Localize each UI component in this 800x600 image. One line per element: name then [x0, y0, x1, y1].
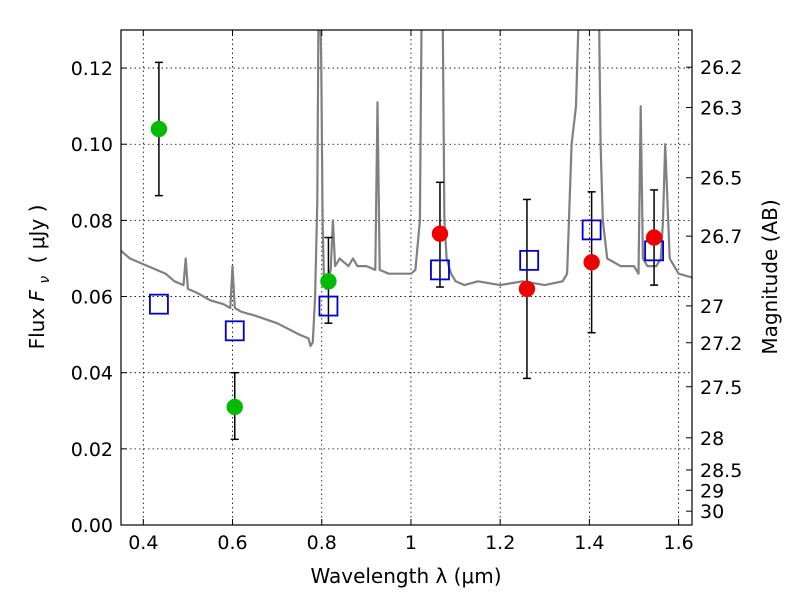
model-square-marker [519, 249, 540, 271]
y-axis-title-unit: ( μJy ) [25, 205, 49, 264]
observed-point [320, 273, 337, 290]
plot-area [121, 30, 692, 525]
y-axis-title-symbol: F [25, 289, 49, 301]
observed-point [226, 398, 244, 416]
observed-point [431, 225, 449, 242]
ticks: 0.4 0.6 0.8 1 1.2 1.4 1.6 0.00 0.02 0.04 0.06 0.08 0… [71, 30, 742, 554]
y2-tick-label: 30 [700, 501, 724, 523]
svg-text:Flux F ν ( μ: Flux F ν ( μJy ) [25, 205, 54, 350]
markers [149, 120, 664, 416]
y2-tick-label: 28.5 [700, 460, 742, 482]
model-square-marker [149, 293, 169, 315]
x-tick-label: 1 [405, 532, 417, 554]
x-tick-label: 0.8 [307, 532, 337, 554]
observed-point [645, 229, 663, 246]
x-tick-label: 1.2 [485, 532, 515, 554]
observed-point [583, 254, 600, 271]
y2-tick-label: 27 [700, 296, 724, 318]
y2-tick-label: 26.2 [700, 57, 742, 79]
y-tick-label: 0.06 [71, 287, 113, 309]
y-tick-label: 0.12 [71, 58, 113, 80]
x-tick-label: 1.6 [664, 532, 694, 554]
y-axis-title: Flux F ν ( μJy ) [25, 205, 54, 350]
spectrum-line [121, 30, 692, 348]
x-tick-label: 0.4 [128, 532, 158, 554]
x-tick-label: 0.6 [217, 532, 247, 554]
x-axis-title: Wavelength λ (μm) [310, 564, 501, 588]
y-tick-label: 0.08 [71, 210, 113, 232]
y2-tick-label: 26.7 [700, 226, 742, 248]
y-tick-label: 0.02 [71, 439, 113, 461]
observed-point [518, 280, 536, 298]
y-axis-title-subscript: ν [37, 276, 53, 284]
observed-point [150, 120, 168, 138]
y2-tick-label: 29 [700, 480, 724, 502]
y-tick-label: 0.04 [71, 363, 113, 385]
y2-tick-label: 28 [700, 428, 724, 450]
model-square-marker [224, 320, 245, 342]
model-square-marker [318, 295, 339, 317]
y2-tick-label: 27.2 [700, 333, 742, 355]
y2-axis-title: Magnitude (AB) [758, 199, 782, 354]
y-tick-label: 0.10 [71, 134, 113, 156]
y-tick-label: 0.00 [71, 515, 113, 537]
y-axis-title-prefix: Flux [25, 308, 49, 350]
data-layer [121, 30, 692, 348]
model-square-marker [581, 219, 602, 241]
y2-tick-label: 27.5 [700, 377, 742, 399]
plot-frame [120, 29, 693, 526]
y2-tick-label: 26.5 [700, 168, 742, 190]
model-square-marker [430, 259, 450, 281]
y2-tick-label: 26.3 [700, 97, 742, 119]
x-tick-label: 1.4 [574, 532, 604, 554]
